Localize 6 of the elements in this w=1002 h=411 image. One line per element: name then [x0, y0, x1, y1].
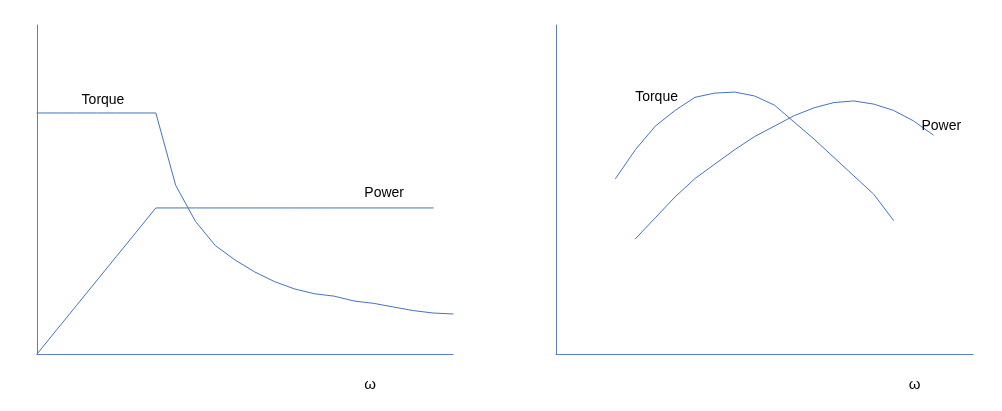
x-axis-title: ω	[908, 375, 921, 392]
series-label: Power	[921, 117, 962, 134]
series-label: Torque	[81, 90, 125, 107]
series-label: Torque	[635, 88, 679, 105]
series-label: Power	[364, 183, 405, 200]
x-axis-title: ω	[364, 375, 377, 392]
